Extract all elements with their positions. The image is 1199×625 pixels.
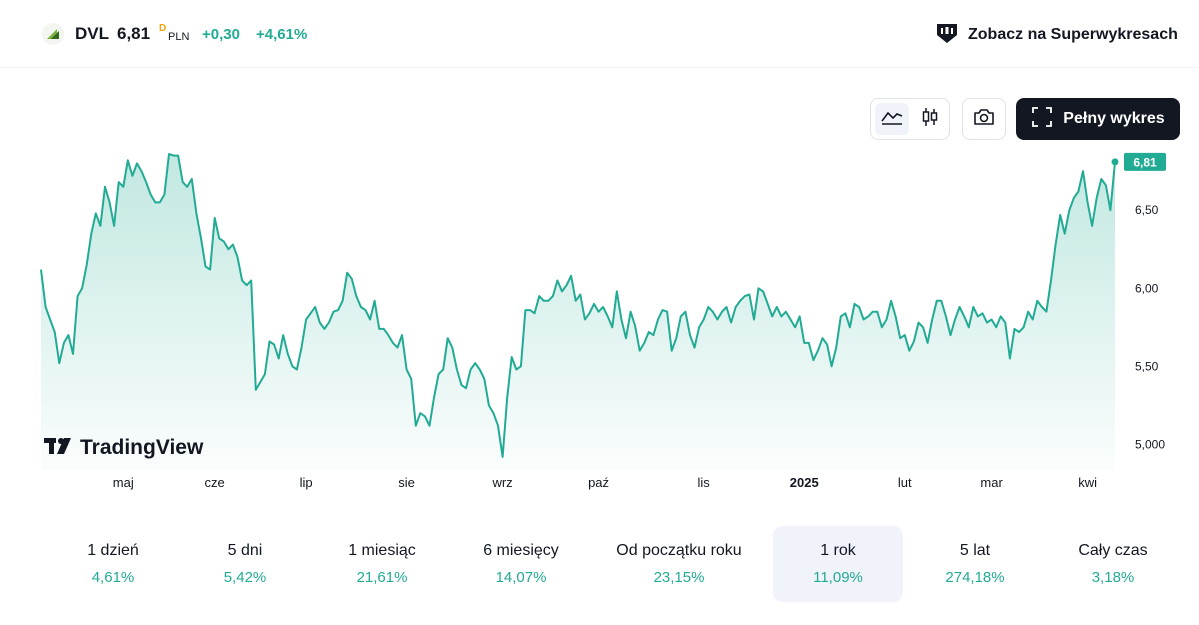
symbol-name[interactable]: DVL <box>75 24 109 43</box>
x-tick-label: lip <box>300 475 313 490</box>
full-chart-button[interactable]: Pełny wykres <box>1016 98 1180 140</box>
period-label: 5 dni <box>227 542 263 559</box>
watermark-text: TradingView <box>80 436 204 459</box>
x-tick-label: lut <box>898 475 912 490</box>
y-tick-label: 5,000 <box>1135 437 1165 451</box>
price-chart[interactable]: TradingView 5,000 5,50 6,00 6,50 maj cze lip s… <box>0 140 1199 500</box>
period-value: 3,18% <box>1091 569 1135 586</box>
price-line <box>40 153 1116 458</box>
x-tick-label: cze <box>205 475 225 490</box>
price-change-percent: +4,61% <box>256 26 308 43</box>
period-1[interactable]: 5 dni 5,42% <box>180 526 310 602</box>
period-value: 5,42% <box>223 569 267 586</box>
superchart-link[interactable]: Zobacz na Superwykresach <box>934 22 1178 48</box>
period-value: 11,09% <box>813 569 863 586</box>
y-tick-label: 6,00 <box>1135 281 1159 295</box>
x-tick-label: maj <box>113 475 134 490</box>
full-chart-label: Pełny wykres <box>1063 110 1165 127</box>
x-tick-label: mar <box>980 475 1003 490</box>
candles-chart-button[interactable] <box>913 103 947 135</box>
fullscreen-icon <box>1031 106 1053 133</box>
period-2[interactable]: 1 miesiąc 21,61% <box>317 526 447 602</box>
period-value: 4,61% <box>91 569 135 586</box>
x-axis: maj cze lip sie wrz paź lis 2025 lut mar kwi <box>113 475 1097 490</box>
currency: PLN <box>168 31 190 43</box>
period-label: 1 miesiąc <box>348 542 416 559</box>
period-label: Od początku roku <box>616 542 742 559</box>
period-label: 6 miesięcy <box>483 542 559 559</box>
period-7[interactable]: Cały czas 3,18% <box>1048 526 1178 602</box>
tradingview-logo-icon <box>44 438 71 454</box>
x-tick-label: lis <box>698 475 711 490</box>
last-price-tag: 6,81 <box>1124 152 1166 171</box>
x-tick-label: wrz <box>491 475 512 490</box>
period-value: 274,18% <box>945 569 1005 586</box>
period-value: 21,61% <box>356 569 408 586</box>
price-area-fill <box>41 154 1115 470</box>
period-0[interactable]: 1 dzień 4,61% <box>48 526 178 602</box>
period-value: 23,15% <box>653 569 705 586</box>
y-tick-label: 5,50 <box>1135 359 1159 373</box>
period-label: 5 lat <box>959 542 991 559</box>
y-tick-label: 6,50 <box>1135 203 1159 217</box>
x-tick-label: paź <box>588 475 609 490</box>
company-logo-icon <box>42 23 64 45</box>
price-change: +0,30 <box>202 26 240 43</box>
period-value: 14,07% <box>495 569 547 586</box>
last-price-tag-box <box>1124 152 1166 171</box>
candles-icon <box>920 106 940 133</box>
period-label: 1 rok <box>820 542 856 559</box>
x-tick-label: 2025 <box>790 475 819 490</box>
period-label: Cały czas <box>1078 542 1148 559</box>
area-chart-icon <box>880 107 904 132</box>
area-chart-button[interactable] <box>875 103 909 135</box>
camera-icon <box>972 107 996 132</box>
superchart-link-label: Zobacz na Superwykresach <box>968 26 1178 43</box>
chart-style-toggle <box>870 98 950 140</box>
period-4[interactable]: Od początku roku 23,15% <box>614 526 744 602</box>
x-tick-label: kwi <box>1078 475 1097 490</box>
symbol-header: DVL 6,81 D PLN +0,30 +4,61% Zobacz na Su… <box>0 0 1199 68</box>
period-label: 1 dzień <box>87 542 139 559</box>
last-price: 6,81 <box>117 24 151 43</box>
period-6[interactable]: 5 lat 274,18% <box>910 526 1040 602</box>
tradingview-watermark: TradingView <box>44 436 204 459</box>
y-axis: 5,000 5,50 6,00 6,50 <box>1135 203 1165 451</box>
superchart-icon <box>934 21 960 50</box>
snapshot-button[interactable] <box>962 98 1006 140</box>
performance-periods: 1 dzień 4,61% 5 dni 5,42% 1 miesiąc 21,61% 6 m… <box>40 526 1180 602</box>
delay-flag: D <box>159 23 167 34</box>
period-3[interactable]: 6 miesięcy 14,07% <box>456 526 586 602</box>
period-5[interactable]: 1 rok 11,09% <box>773 526 903 602</box>
x-tick-label: sie <box>398 475 415 490</box>
last-price-point <box>1111 158 1119 166</box>
last-price-tag-text: 6,81 <box>1133 155 1157 169</box>
